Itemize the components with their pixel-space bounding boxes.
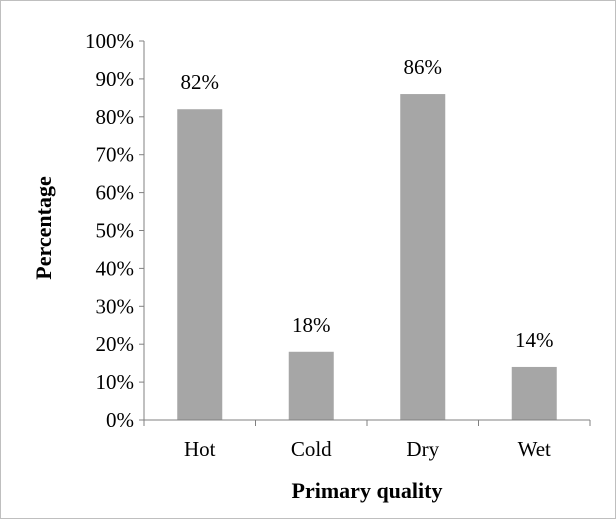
y-tick-label: 30% [96, 294, 135, 318]
x-tick-label: Cold [291, 437, 332, 461]
x-tick-label: Dry [406, 437, 439, 461]
data-label: 18% [292, 313, 331, 337]
x-axis-ticks: Hot Cold Dry Wet [143, 420, 591, 461]
y-tick-label: 10% [96, 370, 135, 394]
y-axis-title: Percentage [31, 176, 56, 280]
bar-wet [511, 366, 557, 420]
y-tick-label: 60% [96, 181, 135, 205]
data-label: 14% [515, 328, 554, 352]
bar-dry [400, 94, 446, 420]
x-tick-label: Wet [518, 437, 551, 461]
y-tick-label: 50% [96, 219, 135, 243]
bar-cold [288, 351, 334, 420]
y-tick-label: 80% [96, 105, 135, 129]
data-label: 86% [404, 55, 443, 79]
y-tick-label: 20% [96, 332, 135, 356]
y-tick-label: 70% [96, 143, 135, 167]
data-labels: 82% 18% 86% 14% [181, 55, 554, 352]
y-axis-ticks: 0% 10% 20% 30% 40% 50% 60% 70% 80% 90% 100% [85, 29, 144, 432]
y-tick-label: 0% [106, 408, 134, 432]
data-label: 82% [181, 70, 220, 94]
bar-hot [177, 109, 223, 420]
x-axis-title: Primary quality [292, 478, 443, 503]
bars [177, 94, 557, 420]
axes [143, 41, 590, 421]
y-tick-label: 40% [96, 256, 135, 280]
x-tick-label: Hot [184, 437, 216, 461]
y-tick-label: 100% [85, 29, 134, 53]
y-tick-label: 90% [96, 67, 135, 91]
